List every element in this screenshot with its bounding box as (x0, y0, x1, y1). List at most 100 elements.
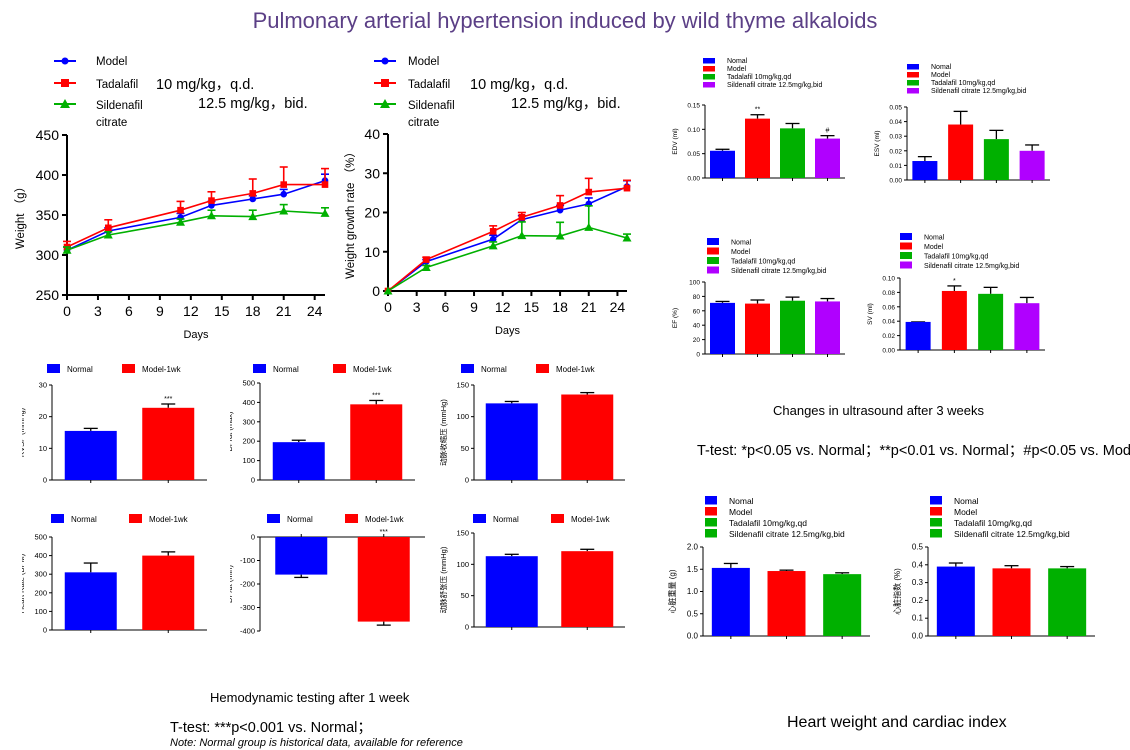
legend-swatch (705, 496, 717, 505)
significance-mark: # (826, 128, 830, 135)
x-tick-label: 3 (413, 299, 421, 315)
y-axis-label: Heart Rate (BPM) (22, 553, 26, 613)
legend-sildenafil: Sildenafil (408, 100, 455, 112)
bar (1014, 303, 1040, 350)
legend-swatch (703, 74, 715, 80)
legend-label: Tadalafil 10mg/kg,qd (954, 518, 1032, 528)
legend-label: Tadalafil 10mg/kg,qd (931, 80, 995, 87)
x-tick-label: 18 (552, 299, 568, 315)
y-tick-label: 0.05 (687, 151, 700, 158)
legend-label: Model (954, 507, 977, 517)
y-axis-label: 心脏指数 (%) (892, 568, 902, 615)
y-tick-label: 0.05 (889, 105, 902, 112)
y-tick-label: 0.02 (882, 333, 895, 340)
significance-mark: *** (380, 529, 388, 536)
data-point (383, 286, 393, 295)
y-axis-label: EDV (ml) (672, 128, 679, 154)
legend-swatch (900, 233, 912, 240)
bar (64, 430, 117, 480)
y-tick-label: 350 (36, 207, 60, 223)
legend-label: Model (727, 66, 747, 73)
y-tick-label: 100 (689, 280, 700, 287)
y-tick-label: 300 (36, 247, 60, 263)
y-tick-label: 100 (456, 560, 469, 569)
legend-sildenafil-2: citrate (96, 117, 127, 129)
data-point (249, 195, 257, 203)
y-tick-label: 1.0 (687, 587, 699, 596)
legend-sildenafil: Sildenafil (96, 100, 143, 112)
data-point (103, 230, 113, 239)
legend-swatch (345, 514, 358, 523)
y-tick-label: 100 (242, 456, 255, 465)
y-tick-label: -300 (240, 603, 255, 612)
bar (142, 555, 195, 630)
bar (745, 303, 770, 354)
x-tick-label: 12 (495, 299, 511, 315)
y-tick-label: 0.10 (687, 127, 700, 134)
x-tick-label: 9 (470, 299, 478, 315)
data-point (62, 245, 72, 254)
legend-label: Tadalafil 10mg/kg,qd (729, 518, 807, 528)
y-tick-label: 0.08 (882, 290, 895, 297)
y-tick-label: 80 (693, 294, 701, 301)
x-axis-label: Days (495, 325, 521, 337)
legend-swatch (930, 496, 942, 505)
legend-sildenafil-dose: 12.5 mg/kg，bid. (511, 96, 621, 112)
legend-label: Nomal (731, 240, 752, 247)
data-point (248, 212, 258, 221)
heart-rate-bar-chart: Normal Model-1wk 0 100 200 300 400 500 Heart Rat… (22, 514, 207, 635)
bar (912, 161, 938, 180)
data-point (208, 197, 215, 204)
ef-bar-chart: Nomal Model Tadalafil 10mg/kg,qd Sildenafil… (672, 238, 845, 359)
bar (815, 138, 840, 178)
bar (823, 574, 862, 636)
y-tick-label: 0.02 (889, 148, 902, 155)
x-tick-label: 0 (63, 303, 71, 319)
legend-swatch (253, 364, 266, 373)
legend-label: Model-1wk (353, 365, 393, 374)
y-tick-label: 150 (456, 529, 469, 538)
y-axis-label: DP/dt (min) (230, 565, 234, 603)
y-tick-label: 0.00 (882, 348, 895, 355)
legend-swatch (705, 518, 717, 527)
legend-label: Sildenafil citrate 12.5mg/kg,bid (931, 88, 1026, 95)
y-tick-label: 0.0 (912, 632, 924, 641)
significance-mark: *** (372, 392, 380, 399)
legend-swatch (930, 507, 942, 516)
bar (561, 394, 614, 480)
y-tick-label: 0.5 (912, 543, 924, 552)
x-tick-label: 21 (581, 299, 597, 315)
bar (941, 290, 967, 350)
significance-mark: *** (164, 396, 172, 403)
bar (767, 571, 806, 636)
legend-label: Model-1wk (365, 515, 405, 524)
y-tick-label: 0 (465, 476, 469, 485)
hemo-caption: Hemodynamic testing after 1 week (210, 690, 410, 705)
bar (357, 537, 410, 622)
x-tick-label: 24 (610, 299, 626, 315)
data-point (104, 224, 112, 232)
legend-swatch (551, 514, 564, 523)
sv-bar-chart: Nomal Model Tadalafil 10mg/kg,qd Sildenafil… (867, 233, 1045, 355)
y-axis-label: Weight growth rate （%） (344, 146, 357, 279)
data-point (321, 181, 329, 188)
weight-line-chart: 250 300 350 400 450 0 3 6 9 12 15 18 21 24 Days Weight … (14, 127, 330, 341)
data-point (176, 217, 186, 226)
legend-swatch (900, 261, 912, 269)
legend-label: Sildenafil citrate 12.5mg/kg,bid (954, 529, 1070, 539)
bar (1048, 568, 1087, 636)
y-tick-label: 0.15 (687, 103, 700, 110)
y-tick-label: 0.10 (882, 276, 895, 283)
growth-legend: Model Tadalafil 10 mg/kg，q.d. Sildenafil… (374, 56, 621, 129)
legend-label: Model-1wk (556, 365, 596, 374)
legend-swatch (703, 58, 715, 64)
x-tick-label: 18 (245, 303, 261, 319)
legend-tadalafil-dose: 10 mg/kg，q.d. (156, 77, 254, 93)
data-point (556, 202, 564, 209)
significance-mark: ** (755, 107, 761, 114)
legend-tadalafil: Tadalafil (96, 79, 138, 91)
legend-swatch (707, 238, 719, 245)
